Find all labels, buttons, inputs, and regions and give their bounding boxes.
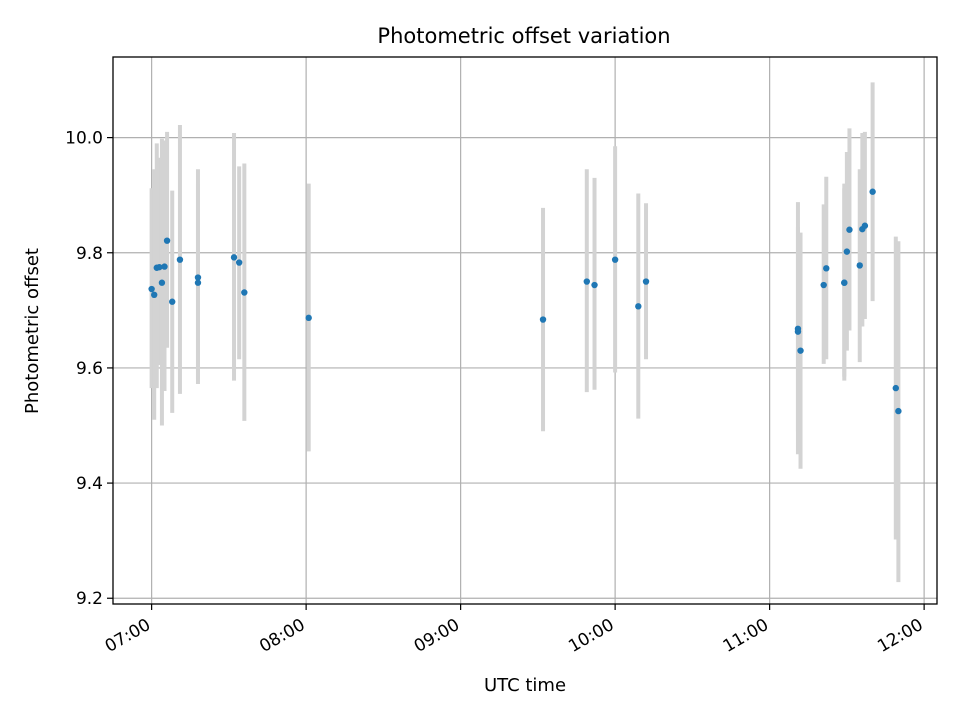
data-point	[176, 256, 184, 263]
data-point	[158, 279, 166, 286]
data-point	[235, 259, 243, 266]
y-axis-label: Photometric offset	[22, 248, 43, 414]
data-point	[856, 262, 863, 269]
y-tick-label: 9.4	[76, 474, 103, 494]
data-point	[611, 256, 619, 263]
data-point	[861, 222, 869, 229]
data-point	[823, 265, 830, 272]
data-point	[305, 314, 312, 322]
data-point	[151, 291, 158, 299]
data-point	[591, 281, 598, 289]
data-point	[820, 281, 827, 289]
data-point	[241, 289, 248, 296]
data-point	[843, 248, 851, 255]
data-point	[797, 347, 804, 354]
data-point	[895, 407, 902, 415]
y-tick-label: 9.6	[76, 359, 103, 379]
data-point	[539, 316, 547, 323]
x-axis-label: UTC time	[484, 675, 566, 696]
y-tick-label: 9.2	[76, 589, 103, 609]
y-tick-label: 10.0	[65, 129, 103, 149]
data-point	[841, 279, 848, 286]
data-point	[194, 279, 202, 286]
data-point	[892, 384, 899, 392]
y-tick-label: 9.8	[76, 244, 103, 264]
data-point	[156, 263, 163, 271]
plot-frame	[112, 56, 938, 605]
data-points	[148, 188, 902, 415]
data-point	[794, 328, 802, 335]
chart-title: Photometric offset variation	[377, 24, 670, 48]
data-point	[635, 303, 642, 310]
data-point	[230, 254, 238, 261]
data-point	[194, 274, 202, 281]
data-point	[161, 263, 168, 270]
data-point	[642, 278, 650, 285]
data-point	[163, 237, 171, 244]
data-point	[148, 285, 155, 293]
data-point	[846, 226, 853, 233]
data-point	[869, 188, 876, 195]
y-axis-ticks: 9.2 9.4 9.6 9.8 10.0	[65, 129, 113, 609]
data-point	[169, 298, 176, 305]
data-point	[583, 278, 590, 285]
